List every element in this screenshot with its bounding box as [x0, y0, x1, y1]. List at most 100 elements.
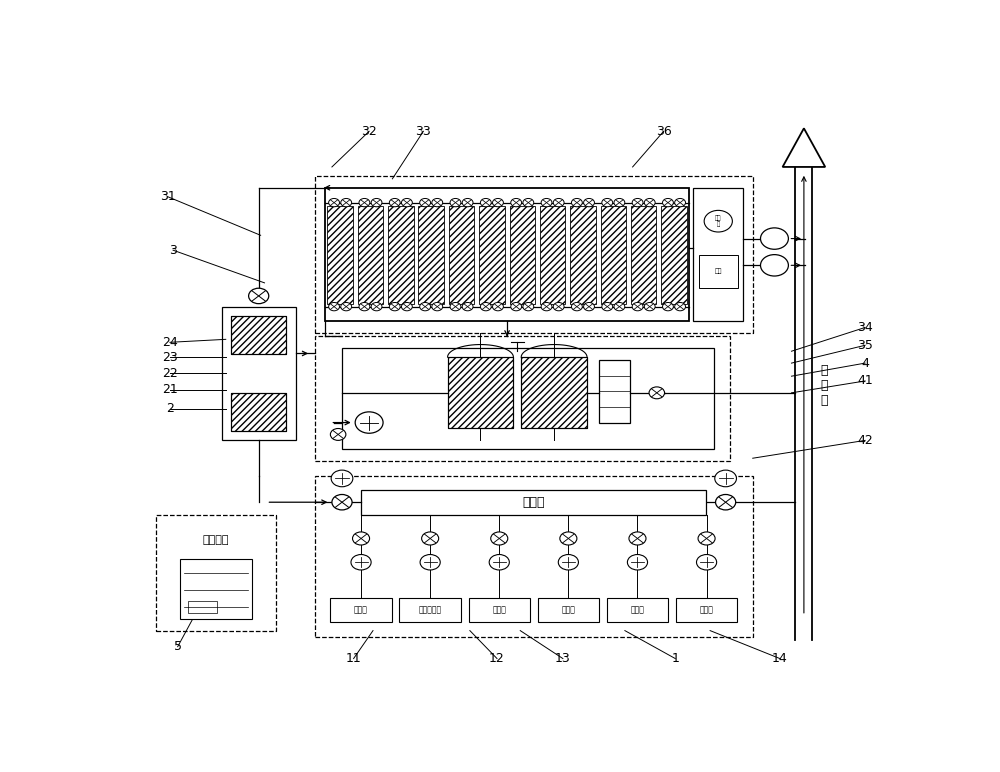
Circle shape [491, 532, 508, 545]
Text: 41: 41 [857, 374, 873, 388]
Circle shape [331, 470, 353, 487]
Circle shape [698, 532, 715, 545]
Circle shape [332, 495, 352, 510]
Text: 危废间: 危废间 [700, 605, 714, 615]
Bar [156, 515, 276, 631]
Text: 22: 22 [162, 367, 178, 380]
Bar [180, 559, 252, 619]
Circle shape [359, 303, 370, 311]
Circle shape [760, 255, 788, 276]
Circle shape [523, 303, 534, 311]
Text: 4: 4 [861, 357, 869, 370]
Text: 36: 36 [656, 125, 672, 137]
Circle shape [493, 303, 503, 311]
Polygon shape [783, 128, 825, 167]
Circle shape [558, 554, 578, 570]
Bar [570, 205, 596, 303]
Circle shape [341, 303, 352, 311]
Bar [540, 205, 565, 303]
Text: 调漆间: 调漆间 [354, 605, 368, 615]
Circle shape [493, 198, 503, 207]
Circle shape [371, 198, 382, 207]
Circle shape [614, 303, 625, 311]
Circle shape [541, 303, 552, 311]
Text: 42: 42 [857, 434, 873, 447]
Circle shape [663, 198, 673, 207]
Text: 烘干室: 烘干室 [631, 605, 644, 615]
Text: 13: 13 [555, 652, 571, 665]
Text: 1: 1 [671, 652, 679, 665]
Circle shape [584, 198, 594, 207]
Circle shape [462, 303, 473, 311]
Bar [661, 205, 687, 303]
Circle shape [249, 288, 269, 303]
Circle shape [675, 198, 686, 207]
Circle shape [341, 198, 352, 207]
Bar [361, 489, 706, 515]
Bar [188, 601, 217, 613]
Circle shape [432, 198, 443, 207]
Circle shape [571, 198, 582, 207]
Circle shape [663, 303, 673, 311]
Bar [231, 316, 286, 354]
Circle shape [675, 303, 686, 311]
Circle shape [462, 198, 473, 207]
Bar [601, 205, 626, 303]
Bar [607, 598, 668, 621]
Circle shape [330, 428, 346, 440]
Circle shape [480, 303, 491, 311]
Circle shape [489, 554, 509, 570]
Circle shape [480, 198, 491, 207]
Bar [231, 393, 286, 432]
Circle shape [553, 198, 564, 207]
Circle shape [644, 303, 655, 311]
Circle shape [523, 198, 534, 207]
Circle shape [560, 532, 577, 545]
Text: 23: 23 [162, 350, 178, 364]
Text: 33: 33 [416, 125, 431, 137]
Bar [222, 306, 296, 440]
Circle shape [329, 198, 339, 207]
Bar [325, 188, 689, 321]
Circle shape [511, 198, 522, 207]
Circle shape [632, 198, 643, 207]
Bar [330, 598, 392, 621]
Circle shape [371, 303, 382, 311]
Bar [231, 393, 286, 432]
Bar [676, 598, 737, 621]
Bar [327, 205, 353, 303]
Circle shape [422, 532, 439, 545]
Circle shape [602, 303, 613, 311]
Bar [231, 316, 286, 354]
Text: 14: 14 [772, 652, 788, 665]
Circle shape [351, 554, 371, 570]
Text: 流平室: 流平室 [561, 605, 575, 615]
Text: 21: 21 [162, 384, 178, 396]
Bar [631, 205, 656, 303]
Bar [510, 205, 535, 303]
Bar [315, 476, 753, 637]
Bar [599, 360, 630, 422]
Text: 控制: 控制 [715, 269, 722, 274]
Circle shape [401, 303, 412, 311]
Circle shape [584, 303, 594, 311]
Bar [315, 337, 730, 461]
Circle shape [450, 303, 461, 311]
Circle shape [696, 554, 717, 570]
Circle shape [716, 495, 736, 510]
Circle shape [420, 554, 440, 570]
Text: 3: 3 [169, 244, 177, 256]
Circle shape [553, 303, 564, 311]
Bar [448, 357, 513, 428]
Bar [399, 598, 461, 621]
Bar [388, 205, 414, 303]
Circle shape [511, 303, 522, 311]
Circle shape [644, 198, 655, 207]
Bar [693, 188, 743, 321]
Text: 5: 5 [174, 640, 182, 653]
Text: 前处理咙漆: 前处理咙漆 [419, 605, 442, 615]
Bar [521, 357, 587, 428]
Text: 排
气
筒: 排 气 筒 [820, 364, 828, 407]
Circle shape [432, 303, 443, 311]
Circle shape [389, 303, 400, 311]
